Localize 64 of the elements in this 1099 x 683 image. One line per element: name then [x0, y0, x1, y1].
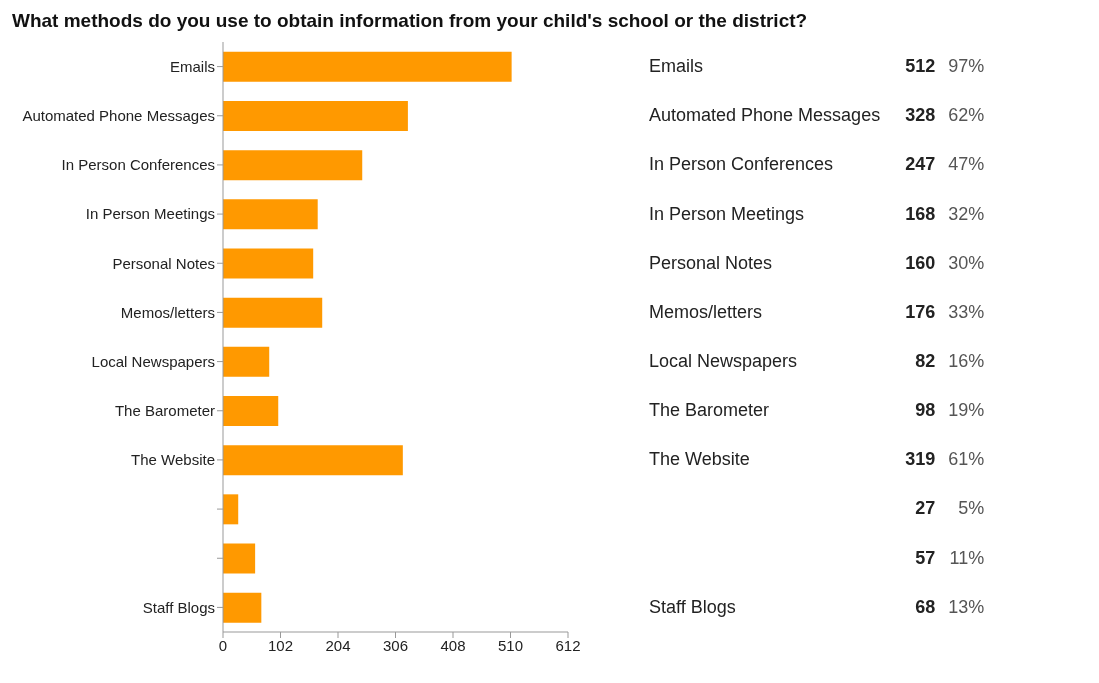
data-label: 27: [914, 497, 937, 521]
chart-title: What methods do you use to obtain information from your child's school or the district?: [11, 9, 809, 32]
text: 11%: [948, 546, 986, 570]
text: 32%: [947, 202, 986, 226]
text: 16%: [947, 350, 986, 373]
y-tick-label: In Person Meetings: [85, 205, 215, 223]
bar: [223, 494, 239, 525]
category-label: Personal Notes: [649, 252, 773, 273]
y-tick-label: Automated Phone Messages: [22, 107, 215, 125]
data-label: 176: [904, 300, 937, 324]
category-label: The Barometer: [649, 400, 770, 421]
data-label: 68: [914, 595, 937, 619]
category-label: Local Newspapers: [649, 351, 798, 372]
text: 13%: [947, 595, 986, 619]
data-label: 160: [904, 251, 937, 275]
y-tick-label: Emails: [169, 57, 215, 75]
data-label: 57: [914, 546, 937, 570]
category-label: Automated Phone Messages: [649, 105, 881, 126]
x-tick-label: 612: [555, 636, 581, 654]
y-tick-label: Personal Notes: [112, 254, 215, 272]
y-tick-label: The Barometer: [114, 402, 215, 420]
data-label: 319: [904, 448, 937, 472]
text: 97%: [947, 55, 986, 79]
bar: [223, 248, 314, 279]
category-label: The Website: [649, 449, 750, 470]
x-tick-label: 204: [325, 636, 351, 654]
bar: [223, 150, 363, 181]
text: 61%: [947, 448, 986, 472]
category-label: In Person Conferences: [649, 154, 834, 175]
bar: [223, 445, 403, 476]
y-tick-label: Memos/letters: [120, 303, 215, 321]
bar: [223, 592, 262, 623]
x-tick-label: 510: [497, 636, 524, 654]
text: 5%: [957, 497, 986, 521]
data-label: 247: [904, 153, 937, 177]
x-tick-label: 102: [267, 636, 294, 654]
category-label: Emails: [649, 56, 704, 77]
bar: [223, 101, 408, 131]
data-label: 328: [904, 104, 937, 128]
data-label: 82: [914, 350, 937, 373]
bar: [223, 51, 512, 82]
text: 47%: [947, 153, 986, 177]
text: 33%: [947, 300, 986, 324]
data-label: 168: [904, 202, 937, 226]
x-tick-label: 306: [382, 636, 409, 654]
text: 19%: [947, 399, 986, 423]
bar: [223, 396, 279, 426]
y-tick-label: In Person Conferences: [61, 156, 215, 174]
bar: [223, 199, 318, 230]
text: 62%: [947, 104, 986, 128]
category-label: Staff Blogs: [649, 596, 736, 617]
x-tick-label: 0: [218, 636, 228, 654]
x-tick-label: 408: [440, 636, 466, 654]
bar: [223, 543, 256, 574]
text: 30%: [947, 251, 986, 275]
y-tick-label: Local Newspapers: [91, 352, 215, 370]
bar: [223, 297, 323, 328]
data-label: 98: [914, 399, 937, 423]
category-label: In Person Meetings: [649, 203, 805, 224]
data-label: 512: [904, 55, 937, 79]
y-tick-label: The Website: [131, 451, 215, 469]
y-tick-label: Staff Blogs: [142, 598, 215, 616]
bar: [223, 346, 270, 377]
category-label: Memos/letters: [649, 301, 763, 322]
